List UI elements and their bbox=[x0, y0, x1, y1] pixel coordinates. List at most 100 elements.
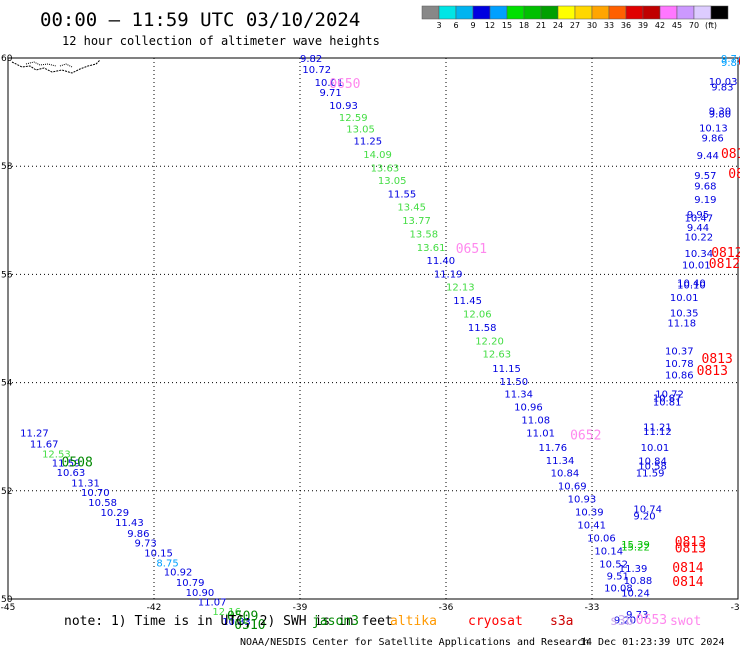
wave-height-label: 10.13 bbox=[699, 124, 728, 135]
wave-height-label: 11.40 bbox=[427, 256, 456, 267]
wave-height-label: 9.19 bbox=[694, 195, 716, 206]
wave-height-label: 8.75 bbox=[156, 559, 178, 570]
chart-subtitle: 12 hour collection of altimeter wave hei… bbox=[62, 34, 380, 48]
colorbar-swatch bbox=[710, 5, 729, 20]
wave-height-label: 9.83 bbox=[711, 82, 733, 93]
wave-height-label: 10.70 bbox=[81, 488, 110, 499]
wave-height-label: 9.95 bbox=[687, 210, 709, 221]
wave-height-label: 10.79 bbox=[176, 578, 205, 589]
wave-height-label: 11.07 bbox=[198, 597, 227, 608]
colorbar-swatch bbox=[557, 5, 576, 20]
pass-label: 0813 bbox=[675, 541, 706, 556]
wave-height-label: 10.81 bbox=[653, 397, 682, 408]
wave-height-label: 13.63 bbox=[371, 164, 400, 175]
wave-height-label: 9.68 bbox=[694, 181, 716, 192]
wave-height-label: 13.45 bbox=[397, 203, 426, 214]
wave-height-label: 9.82 bbox=[300, 54, 322, 65]
colorbar-swatch bbox=[540, 5, 559, 20]
wave-height-label: 10.72 bbox=[655, 390, 684, 401]
wave-height-label: 13.05 bbox=[346, 125, 375, 136]
colorbar-swatch bbox=[506, 5, 525, 20]
footer-note: note: 1) Time is in UTC; 2) SWH is in fe… bbox=[64, 614, 393, 629]
wave-height-label: 9.80 bbox=[709, 110, 731, 121]
colorbar-label: 15 bbox=[502, 21, 512, 30]
wave-height-label: 10.88 bbox=[624, 576, 653, 587]
colorbar-label: 18 bbox=[519, 21, 529, 30]
wave-height-label: 10.03 bbox=[709, 77, 738, 88]
colorbar-swatch bbox=[489, 5, 508, 20]
wave-height-label: 11.50 bbox=[500, 377, 529, 388]
wave-height-label: 11.34 bbox=[504, 390, 533, 401]
colorbar-label: 9 bbox=[470, 21, 475, 30]
pass-label: 0813 bbox=[702, 352, 733, 367]
legend-item-swot: swot bbox=[670, 614, 701, 629]
coastline bbox=[11, 59, 101, 74]
wave-height-label: 10.39 bbox=[575, 508, 604, 519]
colorbar-label: 12 bbox=[485, 21, 495, 30]
x-tick-label: -30 bbox=[731, 603, 740, 613]
pass-label: 0508 bbox=[62, 455, 93, 470]
wave-height-label: 11.67 bbox=[30, 440, 59, 451]
tick-labels: -45 -42 -39 -36 -33 -30 50 52 54 56 58 60 bbox=[1, 54, 740, 613]
wave-height-label: 10.01 bbox=[315, 78, 344, 89]
wave-height-label: 10.35 bbox=[670, 309, 699, 320]
legend-item-altika: altika bbox=[390, 614, 437, 629]
colorbar-swatch bbox=[574, 5, 593, 20]
colorbar-swatch bbox=[693, 5, 712, 20]
wave-height-label: 10.37 bbox=[665, 346, 694, 357]
wave-height-label: 9.73 bbox=[626, 610, 648, 621]
colorbar-swatch bbox=[591, 5, 610, 20]
wave-height-label: 11.01 bbox=[526, 429, 555, 440]
wave-height-label: 9.30 bbox=[709, 106, 731, 117]
colorbar-swatch bbox=[642, 5, 661, 20]
wave-height-label: 9.44 bbox=[697, 151, 719, 162]
wave-height-label: 10.93 bbox=[568, 495, 597, 506]
wave-height-label: 9.71 bbox=[319, 88, 341, 99]
plot-frame bbox=[7, 57, 739, 600]
colorbar-swatch bbox=[438, 5, 457, 20]
wave-height-label: 11.25 bbox=[354, 137, 383, 148]
wave-height-label: 10.78 bbox=[665, 359, 694, 370]
y-tick-label: 60 bbox=[1, 54, 13, 64]
wave-height-label: 9.57 bbox=[694, 171, 716, 182]
colorbar-swatch bbox=[523, 5, 542, 20]
wave-height-label: 13.58 bbox=[410, 230, 439, 241]
wave-height-label: 14.09 bbox=[363, 150, 392, 161]
colorbar-swatch bbox=[625, 5, 644, 20]
x-tick-label: -33 bbox=[585, 603, 600, 613]
wave-height-label: 9.74 bbox=[721, 54, 740, 65]
colorbar-label: 45 bbox=[672, 21, 682, 30]
colorbar-label: 27 bbox=[570, 21, 580, 30]
wave-height-label: 11.58 bbox=[468, 323, 497, 334]
wave-height-label: 10.69 bbox=[558, 482, 587, 493]
wave-height-label: 11.08 bbox=[521, 416, 550, 427]
wave-height-label: 12.53 bbox=[42, 449, 71, 460]
wave-height-label: 10.83 bbox=[222, 617, 251, 628]
pass-label: 0652 bbox=[570, 428, 601, 443]
wave-height-label: 10.24 bbox=[621, 588, 650, 599]
wave-height-label: 10.93 bbox=[329, 101, 358, 112]
wave-height-label: 10.08 bbox=[604, 583, 633, 594]
wave-height-label: 10.34 bbox=[684, 249, 713, 260]
wave-height-label: 11.31 bbox=[71, 478, 100, 489]
satellite-legend: jason3 altika cryosat s3a s3b swot bbox=[312, 614, 701, 629]
wave-height-label: 11.12 bbox=[643, 427, 672, 438]
legend-item-s3a: s3a bbox=[550, 614, 573, 629]
pass-label: 0812 bbox=[711, 246, 740, 261]
pass-labels: 0650065106520508050905100811081108120812… bbox=[62, 55, 740, 633]
wave-height-label: 13.05 bbox=[378, 176, 407, 187]
pass-label: 0814 bbox=[672, 561, 703, 576]
colorbar-label: 36 bbox=[621, 21, 631, 30]
y-tick-label: 58 bbox=[1, 162, 13, 172]
wave-height-label: 11.19 bbox=[434, 270, 463, 281]
wave-height-label: 12.16 bbox=[212, 607, 241, 618]
wave-height-label: 11.21 bbox=[643, 423, 672, 434]
wave-height-label: 12.20 bbox=[475, 337, 504, 348]
wave-height-label: 10.86 bbox=[665, 370, 694, 381]
pass-label: 0814 bbox=[672, 575, 703, 590]
wave-height-label: 10.87 bbox=[653, 394, 682, 405]
x-tick-label: -36 bbox=[439, 603, 454, 613]
wave-height-label: 9.86 bbox=[702, 133, 724, 144]
wave-height-label: 13.77 bbox=[402, 216, 431, 227]
